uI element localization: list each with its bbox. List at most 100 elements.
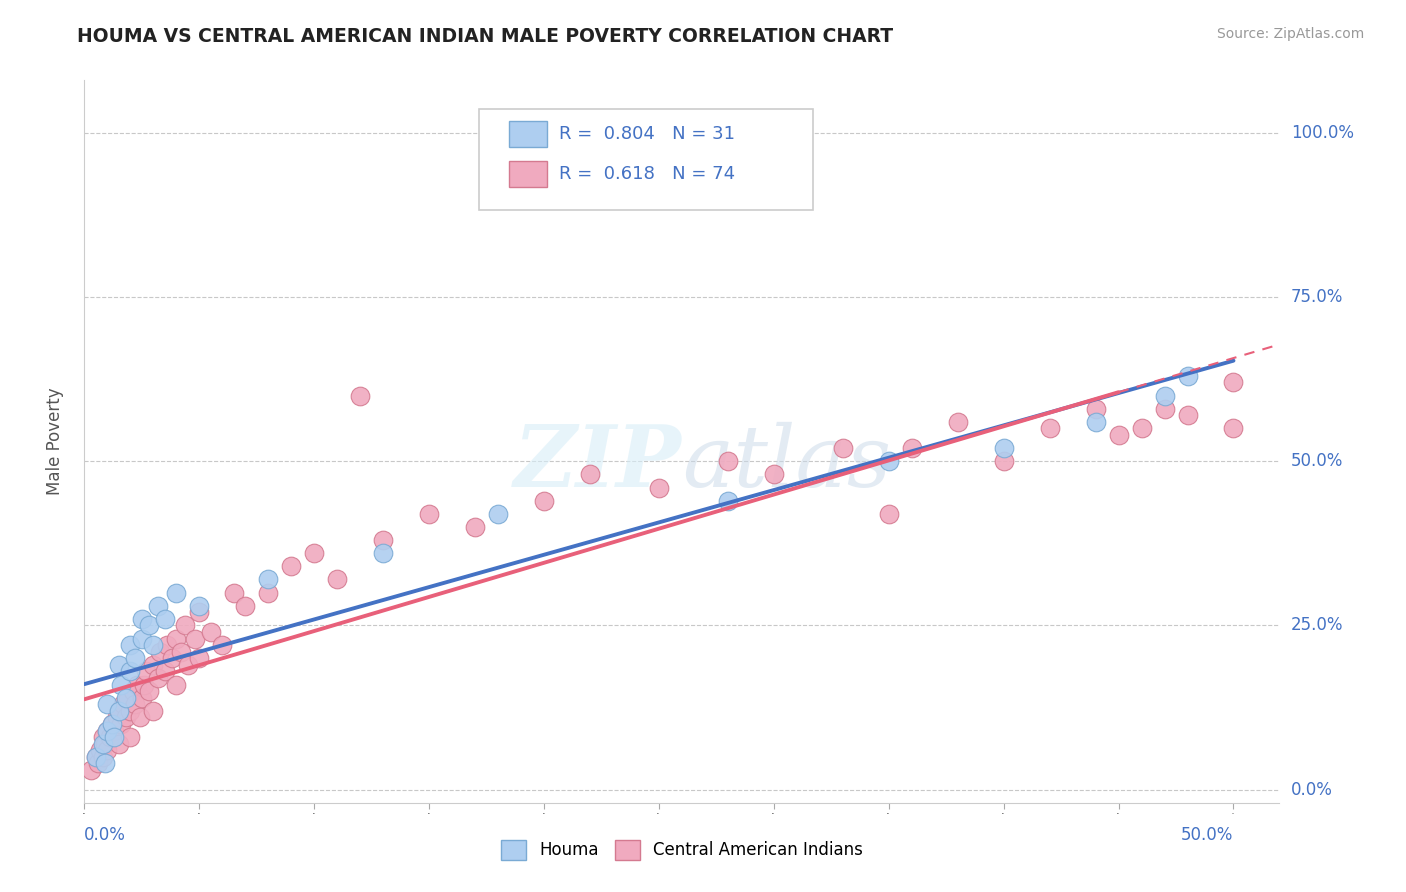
Point [101,717,124,731]
Point [831,441,853,455]
Point [108,704,131,718]
Point [142,657,165,672]
Point [165,585,187,599]
Text: 25.0%: 25.0% [1291,616,1344,634]
Legend: Houma, Central American Indians: Houma, Central American Indians [494,833,870,867]
Point [110,717,132,731]
Text: HOUMA VS CENTRAL AMERICAN INDIAN MALE POVERTY CORRELATION CHART: HOUMA VS CENTRAL AMERICAN INDIAN MALE PO… [77,27,893,45]
Point [302,546,325,560]
Point [112,698,135,712]
FancyBboxPatch shape [509,121,547,147]
Text: 0.0%: 0.0% [1291,780,1333,798]
Point [96,743,118,757]
Point [124,651,146,665]
Text: 75.0%: 75.0% [1291,288,1343,306]
Point [105,710,128,724]
Text: 100.0%: 100.0% [1291,124,1354,142]
Text: R =  0.618   N = 74: R = 0.618 N = 74 [558,165,735,183]
Point [188,599,211,613]
Text: ZIP: ZIP [515,421,682,505]
Point [120,704,142,718]
Point [120,665,142,679]
Point [170,645,193,659]
Point [98,730,121,744]
Point [579,467,602,482]
Point [94,737,117,751]
Point [373,546,395,560]
Point [108,737,131,751]
Point [101,717,124,731]
Point [138,618,160,632]
Point [1108,428,1130,442]
Point [1039,421,1062,435]
Point [135,665,157,679]
Point [877,454,900,468]
Point [153,665,176,679]
Point [131,632,153,646]
Point [188,605,211,619]
Point [900,441,922,455]
Point [486,507,509,521]
Point [188,651,211,665]
Point [1153,401,1175,416]
Point [80,763,103,777]
Point [142,704,165,718]
Point [1222,421,1244,435]
Point [89,743,111,757]
Point [280,559,302,574]
Point [222,585,245,599]
Point [1153,388,1175,402]
Point [156,638,179,652]
Text: R =  0.804   N = 31: R = 0.804 N = 31 [558,126,735,144]
Point [84,749,107,764]
Point [96,698,118,712]
Point [993,441,1015,455]
Point [117,690,139,705]
Point [91,737,114,751]
Point [127,677,149,691]
Point [91,749,114,764]
Point [418,507,440,521]
Point [128,710,150,724]
Point [717,454,740,468]
Point [131,690,153,705]
Point [108,657,131,672]
Point [1177,368,1199,383]
Point [1177,409,1199,423]
FancyBboxPatch shape [479,109,814,211]
Text: Source: ZipAtlas.com: Source: ZipAtlas.com [1216,27,1364,41]
Point [648,481,671,495]
Point [177,657,200,672]
Point [138,684,160,698]
Point [993,454,1015,468]
Point [96,723,118,738]
Point [174,618,197,632]
Point [114,690,136,705]
Point [114,710,136,724]
Point [142,638,165,652]
Point [349,388,371,402]
Point [373,533,395,547]
Point [87,756,110,771]
FancyBboxPatch shape [509,161,547,187]
Point [103,723,125,738]
Point [153,612,176,626]
Point [103,730,125,744]
Point [1084,415,1107,429]
Point [146,671,169,685]
Text: 50.0%: 50.0% [1181,826,1233,844]
Point [211,638,233,652]
Point [120,730,142,744]
Point [84,749,107,764]
Point [464,520,486,534]
Point [717,493,740,508]
Point [200,625,222,640]
Point [1084,401,1107,416]
Point [96,723,118,738]
Point [1222,376,1244,390]
Point [124,698,146,712]
Point [160,651,183,665]
Point [120,638,142,652]
Point [1130,421,1153,435]
Point [257,585,280,599]
